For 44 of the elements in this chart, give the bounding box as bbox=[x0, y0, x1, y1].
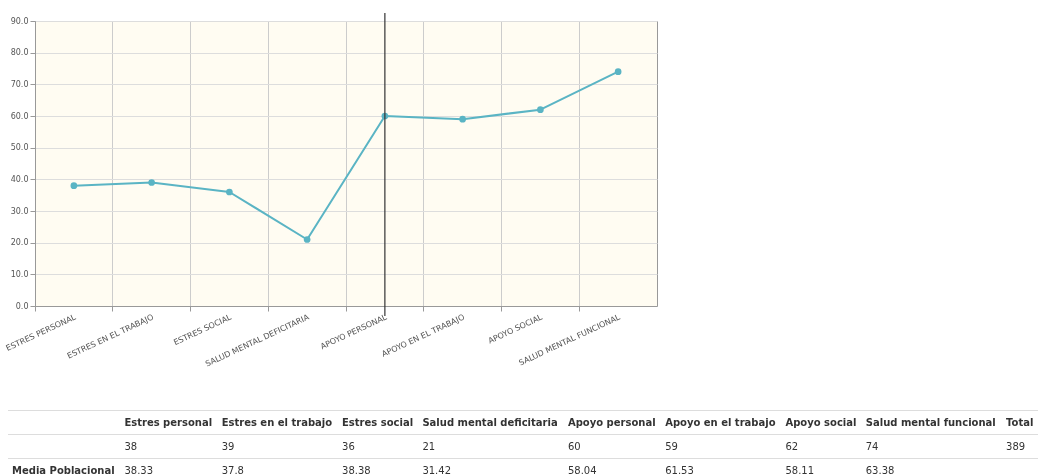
data-label: 21 bbox=[418, 434, 564, 459]
category-label: Salud mental deficitaria bbox=[418, 410, 564, 435]
data-label: 38 bbox=[120, 434, 218, 459]
y-tick-label: 80.0 bbox=[10, 48, 29, 58]
point bbox=[303, 236, 311, 243]
data-label: 59 bbox=[661, 434, 782, 459]
data-label: 38.33 bbox=[120, 458, 218, 474]
category-label: Salud mental funcional bbox=[861, 410, 1003, 435]
data-label: 61.53 bbox=[661, 458, 782, 474]
point bbox=[459, 115, 466, 123]
data-label: 58.11 bbox=[781, 458, 862, 474]
data-label: 39 bbox=[217, 434, 339, 459]
category-label: Total bbox=[1002, 410, 1038, 435]
y-tick-label: 40.0 bbox=[10, 174, 29, 184]
category-label: Estres en el trabajo bbox=[217, 410, 339, 435]
y-tick-label: 50.0 bbox=[10, 143, 29, 153]
category-label: Apoyo personal bbox=[563, 410, 662, 435]
y-tick-label: 10.0 bbox=[10, 269, 29, 279]
data-label: 60 bbox=[563, 434, 662, 459]
data-label: 38.38 bbox=[338, 458, 419, 474]
data-label: 389 bbox=[1002, 434, 1038, 459]
y-tick-label: 90.0 bbox=[10, 16, 29, 26]
data-label: 74 bbox=[861, 434, 1003, 459]
text: Media Poblacional bbox=[8, 458, 121, 474]
data-label: 62 bbox=[781, 434, 862, 459]
y-tick-label: 70.0 bbox=[10, 79, 29, 89]
category-label: Estres personal bbox=[120, 410, 218, 435]
data-label: 63.38 bbox=[861, 458, 1003, 474]
point bbox=[537, 106, 544, 114]
data-label: 36 bbox=[338, 434, 419, 459]
point bbox=[226, 188, 233, 196]
data-label: 37.8 bbox=[217, 458, 339, 474]
point bbox=[614, 68, 622, 76]
y-tick-label: 60.0 bbox=[10, 111, 29, 121]
y-tick-label: 20.0 bbox=[10, 238, 29, 248]
category-label: Apoyo social bbox=[781, 410, 862, 435]
category-label: Estres social bbox=[338, 410, 419, 435]
data-label: 31.42 bbox=[418, 458, 564, 474]
y-tick-label: 30.0 bbox=[10, 206, 29, 216]
category-label: Apoyo en el trabajo bbox=[661, 410, 782, 435]
point bbox=[148, 179, 155, 186]
y-tick-label: 0.0 bbox=[15, 301, 29, 311]
data-label: 58.04 bbox=[563, 458, 662, 474]
point bbox=[70, 182, 78, 190]
